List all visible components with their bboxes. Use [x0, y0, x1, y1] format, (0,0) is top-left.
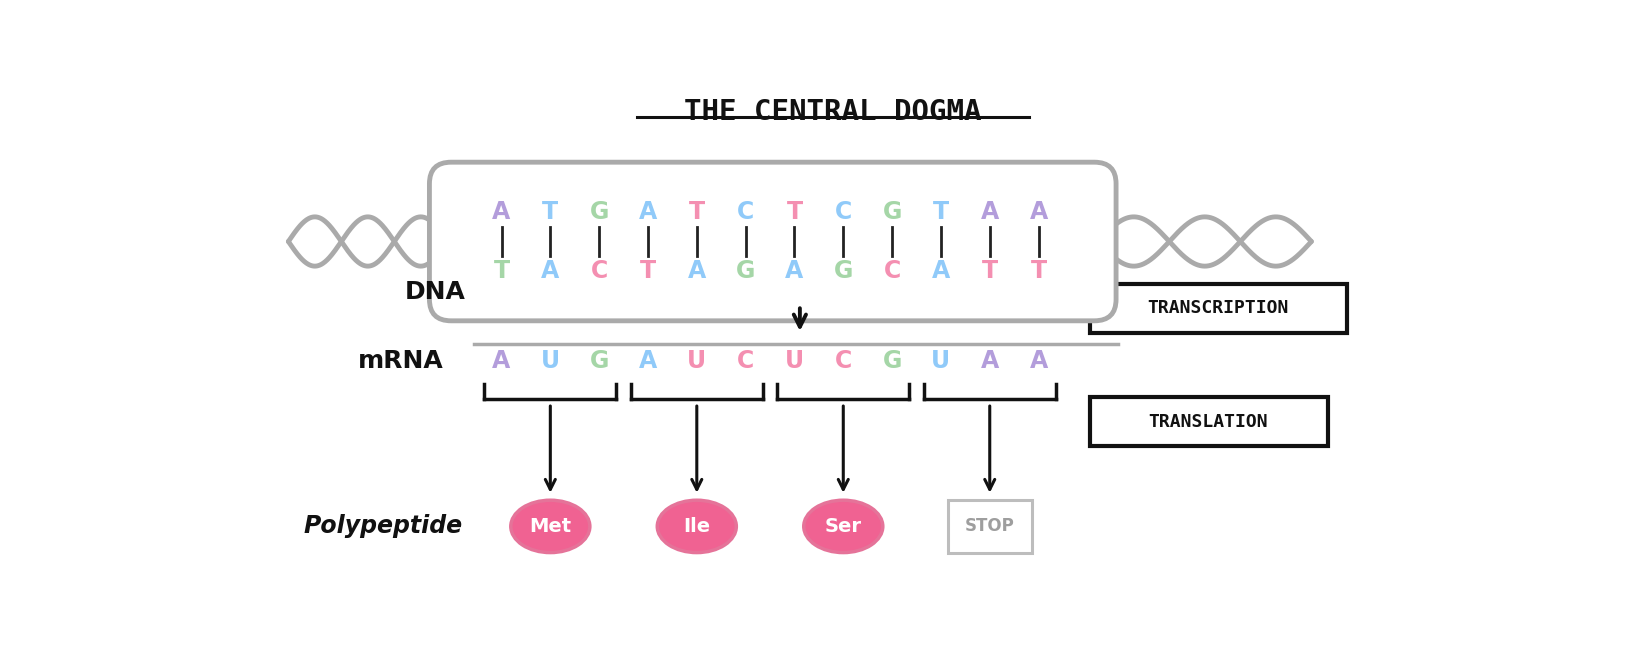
Ellipse shape — [510, 500, 590, 553]
Text: A: A — [980, 349, 999, 373]
Text: A: A — [639, 349, 656, 373]
Text: A: A — [1030, 200, 1048, 224]
Text: U: U — [931, 349, 951, 373]
Text: Ser: Ser — [826, 517, 861, 536]
Text: C: C — [835, 349, 852, 373]
Text: A: A — [541, 259, 559, 283]
Text: T: T — [689, 200, 705, 224]
Text: C: C — [590, 259, 608, 283]
Text: C: C — [738, 349, 754, 373]
Text: T: T — [1030, 259, 1046, 283]
Text: STOP: STOP — [965, 517, 1014, 535]
Text: A: A — [492, 200, 510, 224]
Text: Polypeptide: Polypeptide — [304, 515, 463, 539]
Text: A: A — [492, 349, 510, 373]
FancyBboxPatch shape — [1090, 397, 1328, 446]
Text: U: U — [541, 349, 561, 373]
Text: TRANSLATION: TRANSLATION — [1149, 413, 1268, 431]
Text: T: T — [786, 200, 803, 224]
Text: T: T — [982, 259, 998, 283]
Text: A: A — [1030, 349, 1048, 373]
Ellipse shape — [656, 500, 736, 553]
Text: G: G — [590, 200, 609, 224]
FancyBboxPatch shape — [1090, 284, 1347, 333]
Text: C: C — [835, 200, 852, 224]
Text: A: A — [980, 200, 999, 224]
Text: mRNA: mRNA — [358, 349, 444, 373]
Text: TRANSCRIPTION: TRANSCRIPTION — [1147, 299, 1289, 317]
Text: T: T — [640, 259, 656, 283]
FancyBboxPatch shape — [429, 162, 1116, 321]
Text: DNA: DNA — [405, 279, 465, 303]
Text: Ile: Ile — [682, 517, 710, 536]
Text: U: U — [785, 349, 804, 373]
FancyBboxPatch shape — [947, 500, 1032, 553]
Text: G: G — [834, 259, 853, 283]
Text: T: T — [543, 200, 559, 224]
Text: G: G — [590, 349, 609, 373]
Text: A: A — [785, 259, 804, 283]
Text: C: C — [738, 200, 754, 224]
Text: A: A — [687, 259, 705, 283]
Text: T: T — [494, 259, 510, 283]
Text: U: U — [687, 349, 707, 373]
Text: C: C — [884, 259, 900, 283]
Text: A: A — [639, 200, 656, 224]
Text: G: G — [736, 259, 756, 283]
Text: Met: Met — [530, 517, 572, 536]
Text: G: G — [882, 349, 902, 373]
Text: T: T — [933, 200, 949, 224]
Text: G: G — [882, 200, 902, 224]
Ellipse shape — [804, 500, 882, 553]
Text: THE CENTRAL DOGMA: THE CENTRAL DOGMA — [684, 98, 982, 126]
Text: A: A — [931, 259, 951, 283]
